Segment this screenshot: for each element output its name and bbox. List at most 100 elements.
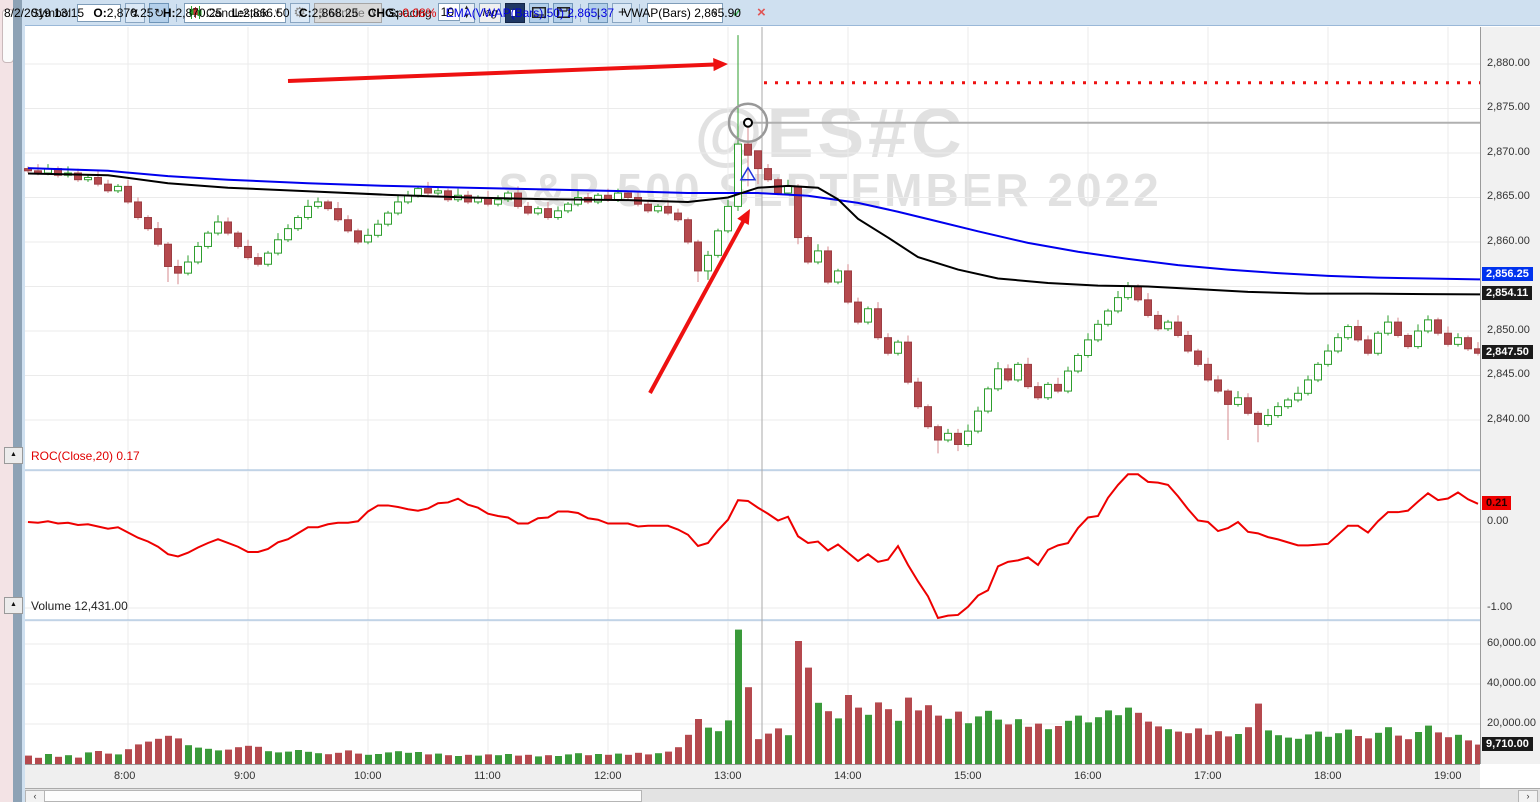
- bar-display-button[interactable]: [505, 2, 526, 23]
- close-icon: ×: [756, 4, 766, 21]
- lag-label: lag: [482, 6, 498, 19]
- spacing-label: Spacing: [388, 5, 432, 20]
- symbol-input[interactable]: [77, 3, 122, 22]
- annotations: [287, 58, 1480, 394]
- time-axis[interactable]: 8:00 9:00 10:00 11:00 12:00 13:00 14:00 15:00 16…: [25, 764, 1480, 789]
- time-tick-label: 10:00: [354, 770, 382, 782]
- plus-icon: +: [617, 4, 627, 21]
- time-tick-label: 13:00: [714, 770, 742, 782]
- spin-up-icon[interactable]: ▲: [463, 4, 470, 11]
- collapse-volume-button[interactable]: ▲: [4, 597, 23, 614]
- open-label: O:: [93, 6, 107, 20]
- gear-icon: ⚙: [293, 4, 306, 20]
- toolbar: Symbol ↯ ↻ Candlestick ∨ ⚙ 5 Minute ∨ Sp…: [25, 0, 1540, 26]
- horizontal-scrollbar[interactable]: ‹ ›: [25, 788, 1540, 802]
- toolbar-separator: [176, 3, 178, 22]
- chart-type-dropdown[interactable]: Candlestick ∨: [184, 2, 286, 23]
- cancel-button[interactable]: ×: [751, 3, 771, 23]
- time-tick-label: 12:00: [594, 770, 622, 782]
- open-value: 2,870.25: [106, 6, 154, 20]
- change-label: CHG:: [367, 6, 399, 20]
- change-value: -0.08%: [398, 6, 437, 20]
- symbol-label: Symbol: [31, 5, 72, 20]
- scroll-right-button[interactable]: ›: [1518, 790, 1538, 802]
- time-tick-label: 8:00: [114, 770, 136, 782]
- spinner-arrows[interactable]: ▲ ▼: [459, 2, 475, 23]
- axis-tick-label: 2,840.00: [1487, 413, 1530, 425]
- axis-value-badge: 2,854.11: [1482, 286, 1533, 300]
- axis-value-badge: 0.21: [1482, 496, 1512, 510]
- price-axis[interactable]: 2,880.00 2,875.00 2,870.00 2,865.00 2,860.00…: [1480, 27, 1540, 764]
- cursor-line-icon: |: [596, 5, 600, 20]
- window-button[interactable]: [529, 2, 550, 23]
- chevron-down-icon: ∨: [370, 7, 378, 17]
- panel-separators: [25, 469, 1480, 622]
- chart-settings-button[interactable]: ⚙: [289, 2, 310, 23]
- toolbar-separator: [580, 3, 582, 22]
- candlestick-series: [24, 35, 1482, 454]
- scrollbar-thumb[interactable]: [44, 790, 642, 802]
- dock-edge: [22, 0, 25, 802]
- floppy-icon: [556, 7, 570, 18]
- axis-tick-label: 60,000.00: [1487, 637, 1536, 649]
- axis-tick-label: 2,870.00: [1487, 146, 1530, 158]
- reload-button[interactable]: ↻: [149, 2, 170, 23]
- time-tick-label: 17:00: [1194, 770, 1222, 782]
- save-button[interactable]: [553, 2, 574, 23]
- axis-tick-label: -1.00: [1487, 601, 1513, 613]
- timeframe-dropdown[interactable]: 5 Minute ∨: [313, 2, 383, 23]
- time-tick-label: 15:00: [954, 770, 982, 782]
- volume-series: [25, 629, 1482, 764]
- high-value: 2,870.25: [175, 6, 223, 20]
- vwap-study-label: VWAP(Bars) 2,865.90: [623, 6, 741, 20]
- lightning-icon: ↯: [129, 5, 141, 20]
- low-label: L:: [231, 6, 243, 20]
- spacing-input[interactable]: [437, 2, 460, 21]
- monitor-icon: [532, 7, 547, 18]
- axis-tick-label: 2,850.00: [1487, 324, 1530, 336]
- add-button[interactable]: +: [612, 2, 633, 23]
- spin-down-icon[interactable]: ▼: [463, 13, 470, 20]
- candlestick-icon: [189, 6, 202, 19]
- grid-lines: [25, 27, 1480, 764]
- close-label: C:: [298, 6, 312, 20]
- time-tick-label: 18:00: [1314, 770, 1342, 782]
- ema-line: [27, 167, 1480, 281]
- lag-button[interactable]: lag: [478, 2, 502, 23]
- reload-icon: ↻: [153, 5, 165, 20]
- ohlc-header: 8/2/2019 13:15 O:2,870.25 H:2,870.25 L:2…: [4, 6, 747, 20]
- dock-splitter[interactable]: [13, 0, 22, 802]
- roc-study-label: ROC(Close,20) 0.17: [31, 448, 140, 463]
- axis-tick-label: 40,000.00: [1487, 677, 1536, 689]
- bar-datetime: 8/2/2019 13:15: [4, 6, 85, 20]
- chevron-down-icon: ∨: [274, 7, 281, 17]
- high-label: H:: [162, 6, 176, 20]
- study-dropdown[interactable]: ∨: [647, 2, 724, 23]
- volume-panel-header: ▲ Volume 12,431.00: [4, 597, 128, 614]
- axis-tick-label: 2,860.00: [1487, 235, 1530, 247]
- symbol-apply-button[interactable]: ↯: [125, 2, 146, 23]
- collapse-roc-button[interactable]: ▲: [4, 447, 23, 464]
- toolbar-separator: [639, 3, 641, 22]
- scroll-left-button[interactable]: ‹: [25, 790, 45, 802]
- crosshair-tool-button[interactable]: |: [588, 2, 609, 23]
- axis-value-badge: 2,856.25: [1482, 267, 1533, 281]
- confirm-button[interactable]: ✓: [727, 3, 747, 23]
- spacing-stepper[interactable]: ▲▼: [437, 2, 475, 23]
- vwap-line: [27, 172, 1480, 296]
- axis-tick-label: 2,865.00: [1487, 190, 1530, 202]
- docked-window-strip: [0, 0, 25, 802]
- timeframe-value: 5 Minute: [318, 5, 365, 20]
- chart-type-value: Candlestick: [206, 5, 269, 20]
- axis-value-badge: 9,710.00: [1482, 737, 1533, 751]
- time-tick-label: 19:00: [1434, 770, 1462, 782]
- time-tick-label: 11:00: [474, 770, 501, 782]
- time-tick-label: 14:00: [834, 770, 862, 782]
- close-value: 2,868.25: [311, 6, 359, 20]
- axis-tick-label: 2,845.00: [1487, 368, 1530, 380]
- axis-tick-label: 2,880.00: [1487, 57, 1530, 69]
- time-tick-label: 16:00: [1074, 770, 1102, 782]
- check-icon: ✓: [732, 5, 743, 20]
